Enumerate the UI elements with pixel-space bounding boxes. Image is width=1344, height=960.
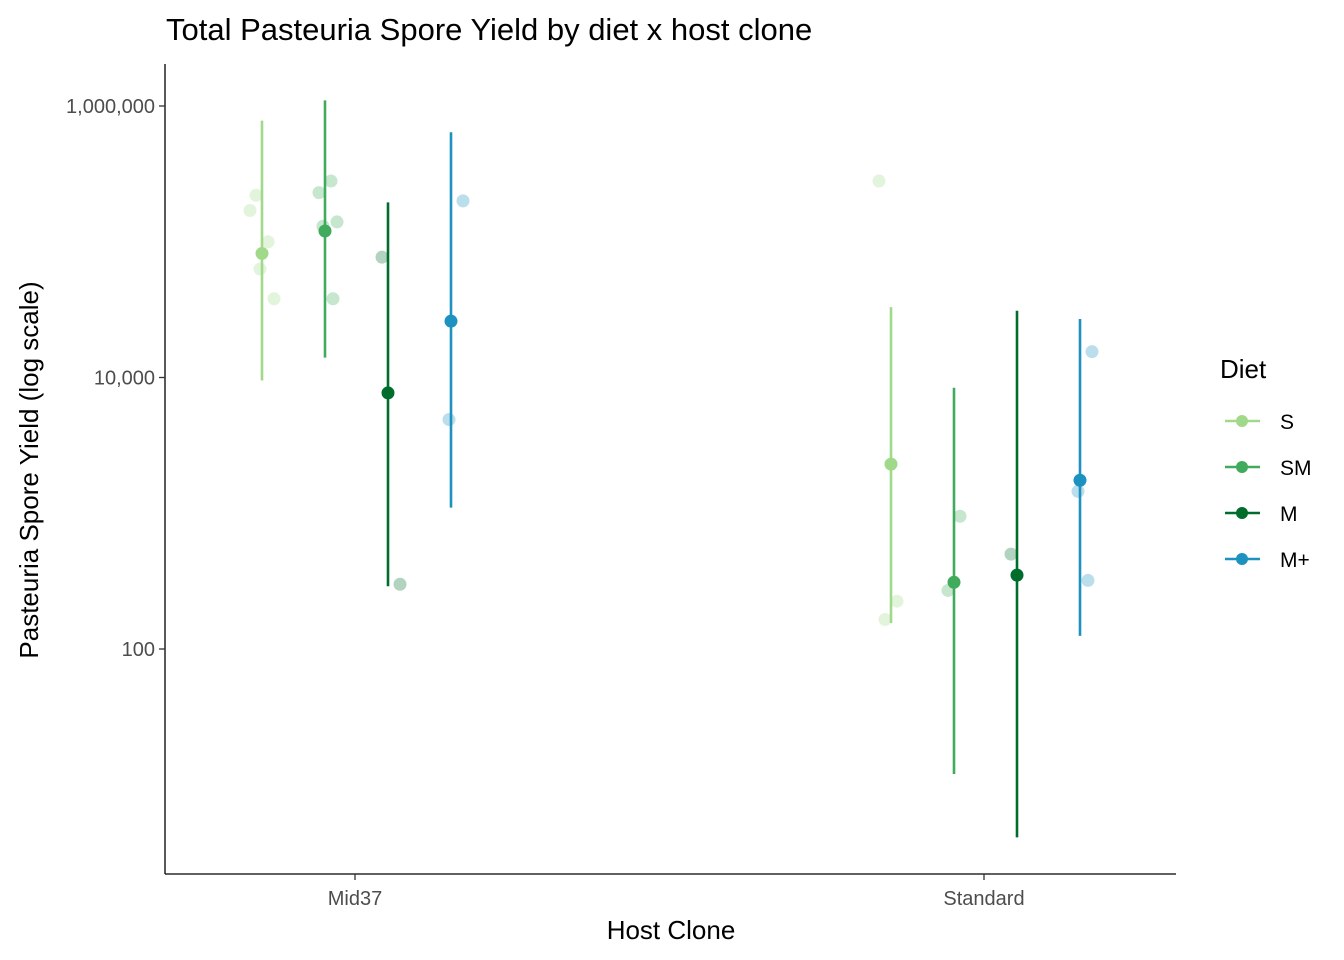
raw-point (243, 203, 257, 217)
raw-point (1081, 573, 1095, 587)
raw-point (261, 235, 275, 249)
raw-point (324, 174, 338, 188)
y-tick-label: 100 (122, 639, 155, 661)
mean-point (255, 246, 269, 260)
raw-point (267, 292, 281, 306)
y-axis-title: Pasteuria Spore Yield (log scale) (14, 281, 44, 658)
raw-point (393, 577, 407, 591)
mean-point (318, 224, 332, 238)
raw-point (890, 594, 904, 608)
legend-title: Diet (1220, 354, 1267, 384)
legend-key-point (1236, 553, 1248, 565)
mean-point (884, 457, 898, 471)
mean-point (947, 575, 961, 589)
raw-point (878, 612, 892, 626)
x-axis-title: Host Clone (607, 915, 736, 945)
legend-label: M (1280, 503, 1298, 526)
axes: 100 10,000 1,000,000 Mid37 Standard (66, 64, 1176, 910)
mean-point (381, 386, 395, 400)
legend-key-point (1236, 507, 1248, 519)
x-tick-label: Mid37 (328, 888, 382, 910)
x-tick-label: Standard (943, 888, 1024, 910)
legend-label: S (1280, 411, 1294, 434)
plot-area (243, 100, 1099, 838)
y-tick-label: 1,000,000 (66, 96, 155, 118)
legend-label: M+ (1280, 549, 1310, 572)
raw-point (1071, 484, 1085, 498)
legend-key-point (1236, 461, 1248, 473)
y-tick-label: 10,000 (94, 368, 155, 390)
raw-point (253, 262, 267, 276)
raw-point (1004, 547, 1018, 561)
raw-point (872, 174, 886, 188)
raw-point (330, 215, 344, 229)
chart-title: Total Pasteuria Spore Yield by diet x ho… (166, 12, 812, 47)
raw-point (456, 194, 470, 208)
legend: Diet S SM M M+ (1220, 354, 1312, 572)
raw-point (1085, 345, 1099, 359)
legend-label: SM (1280, 457, 1312, 480)
raw-point (249, 188, 263, 202)
mean-point (1010, 568, 1024, 582)
raw-point (953, 509, 967, 523)
raw-point (312, 186, 326, 200)
raw-point (375, 250, 389, 264)
raw-point (326, 292, 340, 306)
legend-key-point (1236, 415, 1248, 427)
mean-point (444, 314, 458, 328)
mean-point (1073, 473, 1087, 487)
raw-point (442, 413, 456, 427)
